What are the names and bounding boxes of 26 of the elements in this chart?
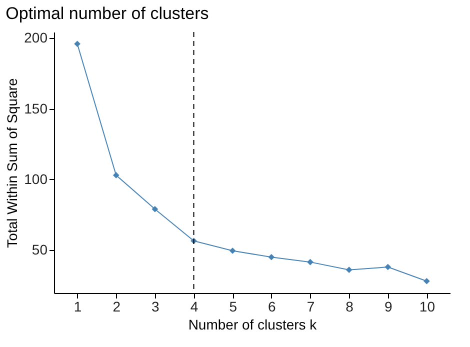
x-tick-label: 9	[384, 298, 392, 314]
point	[268, 254, 275, 260]
point	[152, 206, 158, 212]
y-tick-label: 150	[24, 100, 48, 116]
x-tick-label: 1	[74, 298, 82, 314]
x-tick-label: 7	[306, 298, 315, 314]
y-axis-title: Total Within Sum of Square	[4, 78, 20, 248]
x-tick-label: 10	[419, 298, 436, 314]
y-tick-label: 50	[32, 242, 48, 258]
point	[307, 258, 314, 266]
point	[384, 264, 392, 270]
x-tick-label: 5	[229, 298, 238, 314]
x-tick-label: 3	[152, 298, 160, 314]
x-axis-title: Number of clusters k	[188, 316, 318, 332]
point	[112, 172, 120, 178]
x-tick-label: 2	[112, 298, 121, 314]
point	[424, 278, 430, 284]
y-tick-label: 200	[24, 30, 48, 46]
x-tick-label: 6	[268, 298, 276, 314]
chart-title: Optimal number of clusters	[6, 4, 209, 24]
x-tick-label: 8	[346, 298, 354, 314]
point	[229, 248, 236, 254]
x-tick-label: 4	[190, 298, 198, 314]
point	[346, 266, 352, 273]
y-tick-label: 100	[24, 170, 48, 187]
point	[74, 40, 80, 48]
